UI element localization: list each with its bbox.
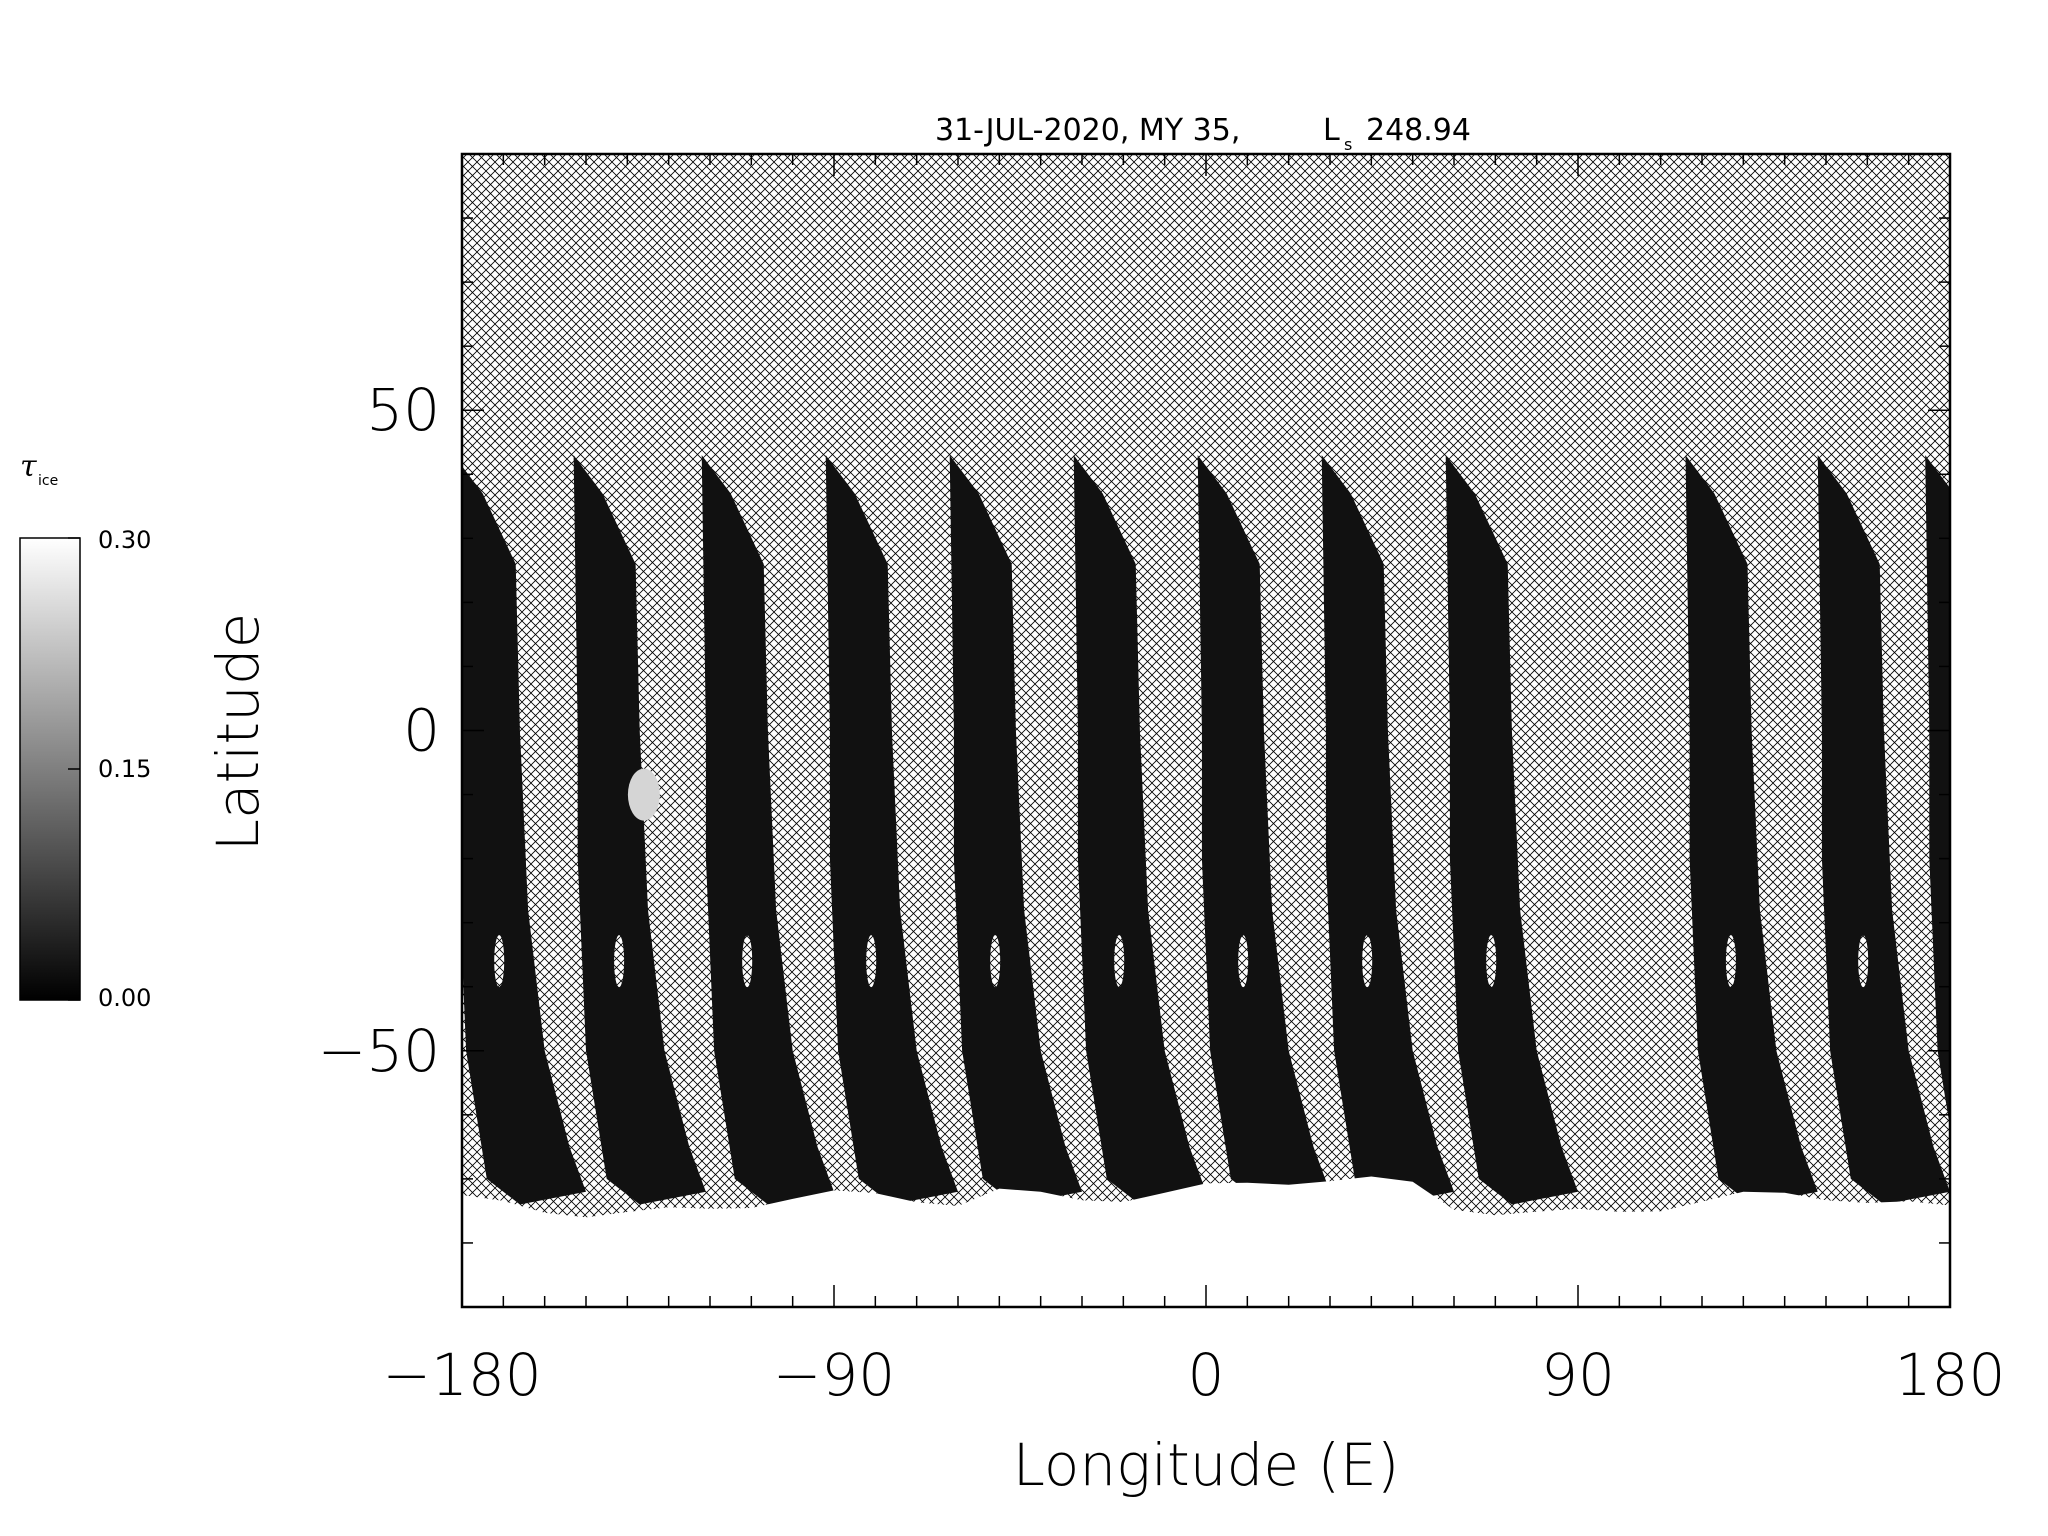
colorbar-tick-label: 0.00 xyxy=(98,984,151,1012)
swath-gap-10 xyxy=(1858,935,1869,988)
title-ls-subscript: s xyxy=(1344,135,1352,154)
colorbar-label-symbol: τ xyxy=(20,449,37,484)
swath-gap-9 xyxy=(1725,935,1736,988)
swath-gap-1 xyxy=(614,935,625,988)
ice-swath-7 xyxy=(1321,455,1454,1205)
ice-swath-4 xyxy=(949,455,1082,1205)
ice-swath-9 xyxy=(1685,455,1818,1205)
minor-ticks xyxy=(461,153,1951,1308)
title-ls-value: 248.94 xyxy=(1366,113,1471,148)
ice-swath-5 xyxy=(1073,455,1206,1205)
colorbar-tick-label: 0.30 xyxy=(98,526,151,554)
y-tick-label: 0 xyxy=(403,697,440,765)
ice-swath-1 xyxy=(573,455,706,1205)
y-axis-label: Latitude xyxy=(204,613,272,852)
y-tick-label: −50 xyxy=(318,1017,440,1085)
x-tick-label: −180 xyxy=(382,1341,541,1409)
ice-swath-10 xyxy=(1817,455,1950,1205)
x-axis-label: Longitude (E) xyxy=(1013,1431,1400,1499)
ice-swath-2 xyxy=(701,455,834,1205)
ice-swath-0 xyxy=(462,466,586,1205)
swath-gap-0 xyxy=(494,935,505,988)
ice-swath-3 xyxy=(825,455,958,1205)
x-tick-label: 180 xyxy=(1895,1341,2006,1409)
chart-title: 31-JUL-2020, MY 35, L s 248.94 xyxy=(935,113,1471,154)
x-tick-label: 0 xyxy=(1188,1341,1225,1409)
colorbar-ticks: 0.30 0.15 0.00 xyxy=(68,526,151,1012)
x-tick-label: 90 xyxy=(1541,1341,1615,1409)
swath-gap-6 xyxy=(1238,935,1249,988)
colorbar-tick-label: 0.15 xyxy=(98,755,151,783)
swath-gap-8 xyxy=(1486,935,1497,988)
ice-swath-6 xyxy=(1197,455,1330,1205)
south-polar-cap xyxy=(462,1176,1950,1307)
swath-gap-11 xyxy=(1966,935,1976,987)
swath-layer xyxy=(462,455,1976,1205)
y-tick-labels: 50 0 −50 xyxy=(318,376,440,1085)
colorbar-label-subscript: ice xyxy=(38,473,58,489)
swath-gap-3 xyxy=(866,935,877,988)
x-tick-labels: −180 −90 0 90 180 xyxy=(382,1341,2005,1409)
swath-gap-4 xyxy=(990,935,1001,988)
swath-gap-5 xyxy=(1114,935,1125,988)
plot-area xyxy=(460,152,1976,1309)
ice-swath-11 xyxy=(1925,455,1950,1128)
cloud-feature-0 xyxy=(627,768,660,821)
title-date-my: 31-JUL-2020, MY 35, xyxy=(935,113,1240,148)
title-ls-symbol: L xyxy=(1323,113,1340,148)
polar-cap-layer xyxy=(462,1176,1950,1307)
swath-gap-2 xyxy=(742,935,753,988)
colorbar: τ ice 0.30 0.15 0.00 xyxy=(19,449,151,1012)
ice-swath-8 xyxy=(1445,455,1578,1205)
x-tick-label: −90 xyxy=(773,1341,895,1409)
y-tick-label: 50 xyxy=(366,376,440,444)
swath-gap-7 xyxy=(1362,935,1373,988)
